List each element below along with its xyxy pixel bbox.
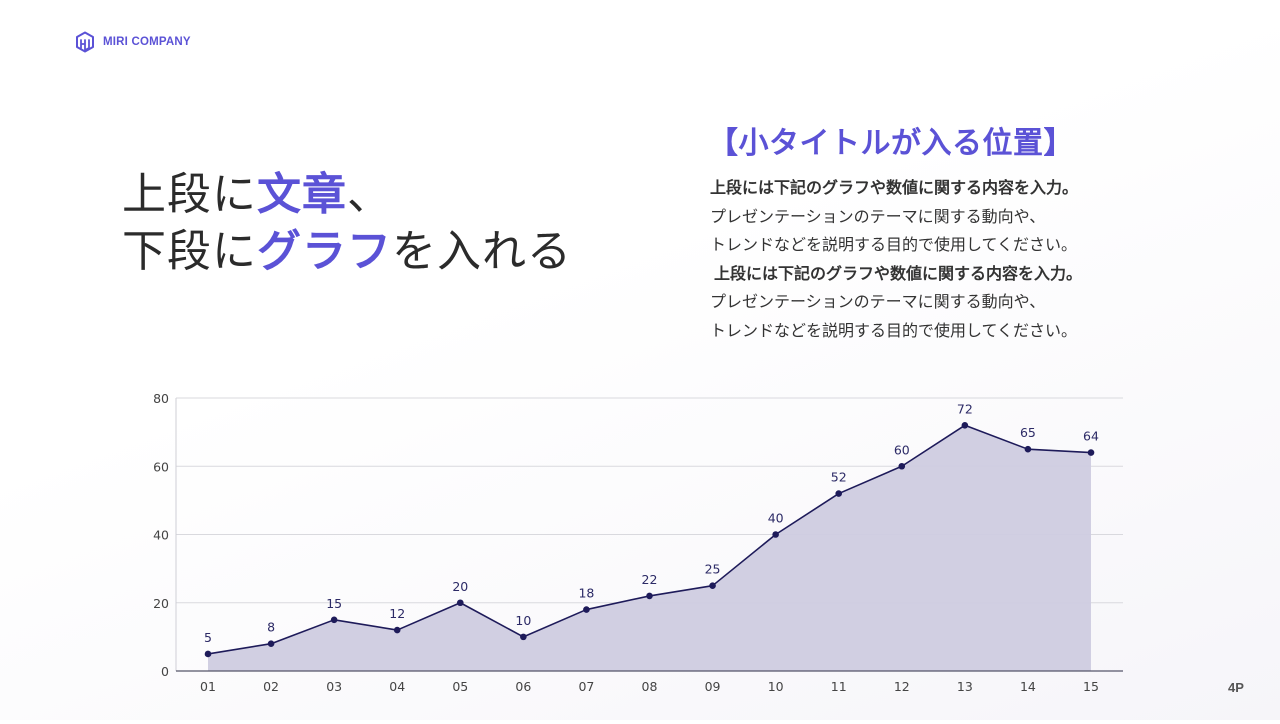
x-tick-label: 05 (452, 679, 468, 694)
data-point-marker (961, 422, 969, 429)
data-label: 72 (957, 401, 973, 416)
x-tick-label: 14 (1020, 679, 1036, 694)
data-point-marker (583, 606, 590, 613)
data-point-marker (835, 490, 843, 497)
data-label: 64 (1083, 429, 1099, 444)
x-tick-label: 03 (326, 679, 342, 694)
company-logo: MIRI COMPANY (75, 31, 191, 53)
data-point-marker (393, 626, 401, 634)
y-tick-label: 40 (153, 528, 169, 543)
description-text: 上段には下記のグラフや数値に関する内容を入力。 プレゼンテーションのテーマに関す… (710, 174, 1082, 345)
data-point-marker (1087, 449, 1095, 456)
data-label: 18 (578, 586, 594, 601)
x-tick-label: 13 (957, 679, 973, 694)
data-point-marker (330, 616, 338, 624)
description-line: トレンドなどを説明する目的で使用してください。 (710, 320, 1078, 340)
x-tick-label: 15 (1083, 679, 1099, 694)
data-point-marker (646, 592, 653, 600)
hexagon-hw-logo-icon (76, 31, 94, 53)
y-tick-label: 0 (161, 664, 169, 679)
description-line: トレンドなどを説明する目的で使用してください。 (710, 235, 1078, 254)
data-label: 60 (894, 442, 910, 457)
data-label: 20 (452, 579, 468, 594)
page-title: 上段に文章、 下段にグラフを入れる (122, 166, 572, 280)
data-label: 22 (642, 572, 658, 587)
description-line: プレゼンテーションのテーマに関する動向や、 (710, 206, 1046, 226)
data-label: 52 (831, 470, 847, 485)
headline-text: を入れる (392, 226, 572, 277)
y-tick-label: 60 (153, 459, 169, 474)
section-subtitle: 【小タイトルが入る位置】 (708, 126, 1074, 161)
description-line: 上段には下記のグラフや数値に関する内容を入力。 (710, 178, 1079, 197)
headline-text: 、 (347, 169, 392, 220)
description-line: 上段には下記のグラフや数値に関する内容を入力。 (714, 263, 1083, 283)
x-tick-label: 02 (263, 679, 279, 694)
data-point-marker (204, 650, 212, 658)
data-label: 15 (326, 596, 342, 611)
data-label: 8 (267, 620, 275, 635)
headline-text: 上段に (122, 169, 257, 220)
x-tick-label: 01 (200, 679, 216, 694)
headline-accent: 文章 (257, 169, 347, 220)
company-name: MIRI COMPANY (103, 36, 191, 48)
x-tick-label: 06 (515, 679, 531, 694)
x-tick-label: 08 (642, 679, 658, 694)
headline-line-1: 上段に文章、 (122, 166, 572, 223)
data-label: 40 (768, 511, 784, 526)
y-tick-label: 20 (153, 596, 169, 611)
data-label: 65 (1020, 425, 1036, 440)
headline-line-2: 下段にグラフを入れる (122, 223, 572, 280)
data-point-marker (1024, 445, 1032, 453)
data-point-marker (772, 531, 779, 538)
headline-text: 下段に (122, 226, 257, 277)
headline-accent: グラフ (257, 226, 392, 277)
data-label: 5 (204, 630, 212, 645)
y-tick-label: 80 (153, 391, 169, 406)
data-point-marker (709, 582, 716, 589)
data-point-marker (898, 462, 906, 470)
x-tick-label: 04 (389, 679, 405, 694)
data-point-marker (267, 640, 275, 647)
data-label: 12 (389, 606, 405, 621)
data-label: 10 (515, 613, 531, 628)
x-tick-label: 07 (578, 679, 594, 694)
data-point-marker (456, 599, 464, 607)
x-tick-label: 10 (768, 679, 784, 694)
area-fill (208, 425, 1091, 671)
data-point-marker (520, 633, 527, 641)
page-number: 4P (1228, 680, 1244, 695)
description-line: プレゼンテーションのテーマに関する動向や、 (710, 292, 1046, 311)
x-tick-label: 11 (831, 679, 847, 694)
x-tick-label: 09 (705, 679, 721, 694)
data-label: 25 (705, 562, 721, 577)
x-tick-label: 12 (894, 679, 910, 694)
